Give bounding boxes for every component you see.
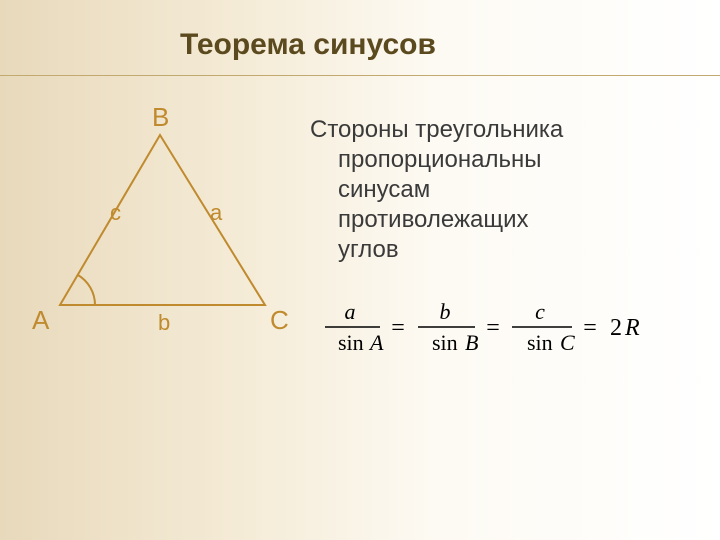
frac2-den-sin: sin bbox=[432, 330, 458, 355]
rhs-R: R bbox=[624, 315, 640, 341]
vertex-label-A: A bbox=[32, 305, 49, 336]
body-line-5: углов bbox=[310, 235, 680, 265]
side-label-a: a bbox=[210, 200, 222, 226]
law-of-sines-formula: a sin A = b sin B = c sin C = 2 R bbox=[320, 295, 690, 365]
angle-arc bbox=[78, 275, 95, 305]
body-line-1: Стороны треугольника bbox=[310, 116, 563, 143]
side-label-c: c bbox=[110, 200, 121, 226]
triangle-shape bbox=[60, 135, 265, 305]
body-line-3: синусам bbox=[310, 175, 680, 205]
frac1-den-var: A bbox=[368, 330, 384, 355]
formula-svg: a sin A = b sin B = c sin C = 2 R bbox=[320, 295, 690, 365]
frac2-den-var: B bbox=[465, 330, 478, 355]
rhs-2: 2 bbox=[610, 315, 622, 341]
body-line-4: противолежащих bbox=[310, 205, 680, 235]
frac3-den-var: C bbox=[560, 330, 575, 355]
equals-2: = bbox=[486, 315, 500, 341]
frac2-numerator: b bbox=[440, 299, 451, 324]
triangle-diagram: A B C c a b bbox=[20, 110, 300, 350]
equals-1: = bbox=[391, 315, 405, 341]
frac1-numerator: a bbox=[345, 299, 356, 324]
frac3-numerator: c bbox=[535, 299, 545, 324]
theorem-statement: Стороны треугольника пропорциональны син… bbox=[310, 115, 680, 265]
vertex-label-B: B bbox=[152, 102, 169, 133]
title-divider bbox=[0, 75, 720, 76]
equals-3: = bbox=[583, 315, 597, 341]
body-line-2: пропорциональны bbox=[310, 145, 680, 175]
page-title: Теорема синусов bbox=[180, 28, 436, 62]
side-label-b: b bbox=[158, 310, 170, 336]
frac3-den-sin: sin bbox=[527, 330, 553, 355]
frac1-den-sin: sin bbox=[338, 330, 364, 355]
vertex-label-C: C bbox=[270, 305, 289, 336]
